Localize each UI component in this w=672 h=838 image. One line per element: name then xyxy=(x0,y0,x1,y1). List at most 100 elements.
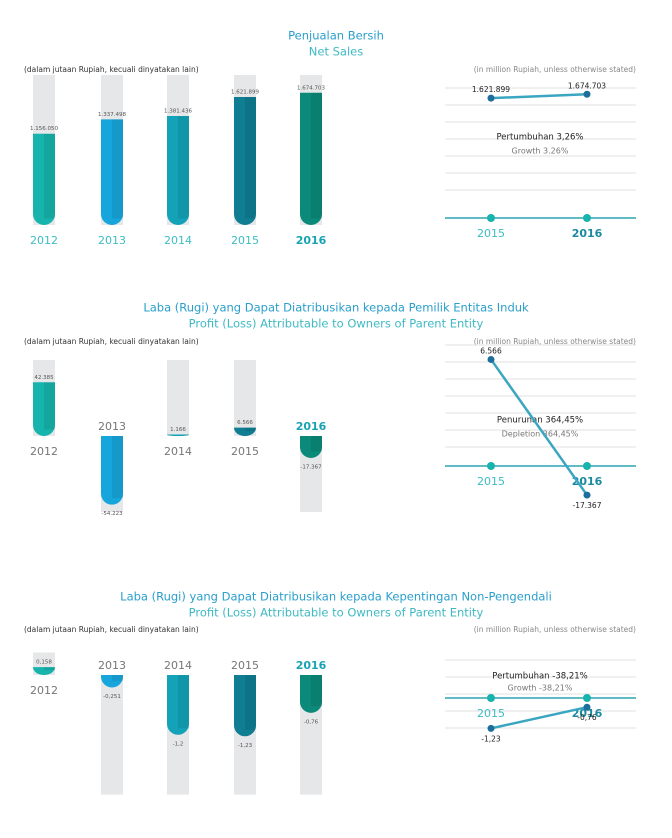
bar-value-label: 1.166 xyxy=(170,427,186,433)
growth-annotation: Penurunan 364,45% xyxy=(497,416,583,426)
bar xyxy=(167,675,189,735)
year-label: 2016 xyxy=(572,707,603,720)
year-label: 2016 xyxy=(296,234,327,247)
year-label: 2015 xyxy=(231,445,259,458)
unit-note: (dalam jutaan Rupiah, kecuali dinyatakan… xyxy=(24,65,199,74)
series-line xyxy=(489,358,589,496)
bar-track xyxy=(167,360,189,436)
year-label: 2014 xyxy=(164,659,192,672)
bar-track xyxy=(234,360,256,436)
baseline-dot xyxy=(487,694,495,702)
growth-annotation: Pertumbuhan 3,26% xyxy=(496,133,583,143)
bar-value-label: 1.674.703 xyxy=(297,85,325,91)
bar-value-label: -1,2 xyxy=(173,741,184,747)
unit-note: (in million Rupiah, unless otherwise sta… xyxy=(474,337,636,346)
bar-value-label: 1.621.899 xyxy=(231,89,259,95)
year-label: 2015 xyxy=(231,234,259,247)
bar xyxy=(167,115,189,225)
growth-annotation: Growth -38,21% xyxy=(508,684,573,693)
chart-title: Laba (Rugi) yang Dapat Diatribusikan kep… xyxy=(143,301,529,315)
bar xyxy=(167,434,189,436)
bar xyxy=(101,436,123,505)
series-line xyxy=(490,705,588,730)
point-value-label: 6.566 xyxy=(480,346,502,355)
series-dot xyxy=(487,355,495,363)
growth-annotation: Growth 3.26% xyxy=(512,147,569,156)
bar xyxy=(33,133,55,225)
bar-value-label: 1.337.498 xyxy=(98,112,126,118)
point-value-label: 1.674.703 xyxy=(568,81,606,90)
bar-shade xyxy=(178,115,189,219)
bar xyxy=(234,675,256,737)
bar-shade xyxy=(178,434,189,436)
bar-value-label: 42.385 xyxy=(34,375,54,381)
bar-shade xyxy=(112,436,123,499)
bar-shade xyxy=(178,675,189,729)
bar-value-label: -17.367 xyxy=(300,464,322,470)
growth-annotation: Depletion 364,45% xyxy=(502,430,579,439)
series-dot xyxy=(583,491,591,499)
baseline-dot xyxy=(487,214,495,222)
bar-shade xyxy=(311,436,322,452)
chart-title: Laba (Rugi) yang Dapat Diatribusikan kep… xyxy=(120,590,552,604)
unit-note: (in million Rupiah, unless otherwise sta… xyxy=(474,65,636,74)
bar xyxy=(300,436,322,458)
baseline-dot xyxy=(583,214,591,222)
point-value-label: 1.621.899 xyxy=(472,85,510,94)
year-label: 2015 xyxy=(477,475,505,488)
year-label: 2016 xyxy=(296,420,327,433)
year-label: 2012 xyxy=(30,234,58,247)
bar-value-label: 1.381.436 xyxy=(164,108,192,114)
year-label: 2016 xyxy=(572,227,603,240)
series-dot xyxy=(487,94,495,102)
unit-note: (dalam jutaan Rupiah, kecuali dinyatakan… xyxy=(24,625,199,634)
year-label: 2014 xyxy=(164,445,192,458)
bar-value-label: -0,251 xyxy=(103,694,121,700)
year-label: 2015 xyxy=(477,227,505,240)
bar-shade xyxy=(245,427,256,432)
year-label: 2015 xyxy=(477,707,505,720)
bar xyxy=(33,667,55,675)
point-value-label: -17.367 xyxy=(573,501,602,510)
bar-shade xyxy=(245,675,256,730)
series-dot xyxy=(583,90,591,98)
baseline-dot xyxy=(583,462,591,470)
bar-shade xyxy=(44,667,55,671)
bar-value-label: 0,158 xyxy=(36,660,52,666)
bar-shade xyxy=(44,382,55,430)
bar xyxy=(101,675,123,688)
bar-shade xyxy=(311,92,322,219)
bar-value-label: -0,76 xyxy=(304,719,319,725)
chart-subtitle: Net Sales xyxy=(309,45,363,59)
bar xyxy=(234,96,256,225)
bar-shade xyxy=(112,119,123,219)
bar xyxy=(300,675,322,713)
baseline-dot xyxy=(487,462,495,470)
bar-value-label: 1.156.050 xyxy=(30,126,58,132)
bar-shade xyxy=(112,675,123,681)
year-label: 2016 xyxy=(296,659,327,672)
series-dot xyxy=(487,724,495,732)
unit-note: (dalam jutaan Rupiah, kecuali dinyatakan… xyxy=(24,337,199,346)
bar-value-label: -54.223 xyxy=(101,511,123,517)
point-value-label: -0,76 xyxy=(577,713,597,722)
bar xyxy=(300,92,322,225)
year-label: 2013 xyxy=(98,420,126,433)
chart-subtitle: Profit (Loss) Attributable to Owners of … xyxy=(189,317,484,331)
bar-value-label: 6.566 xyxy=(237,420,253,426)
year-label: 2012 xyxy=(30,684,58,697)
baseline-dot xyxy=(583,694,591,702)
bar-value-label: -1,23 xyxy=(238,743,253,749)
year-label: 2013 xyxy=(98,234,126,247)
bar-shade xyxy=(245,96,256,219)
chart-title: Penjualan Bersih xyxy=(288,29,384,43)
bar xyxy=(33,382,55,436)
chart-subtitle: Profit (Loss) Attributable to Owners of … xyxy=(189,606,484,620)
point-value-label: -1,23 xyxy=(481,734,501,743)
bar xyxy=(101,119,123,225)
year-label: 2013 xyxy=(98,659,126,672)
bar-shade xyxy=(311,675,322,707)
series-line xyxy=(490,93,588,100)
bar xyxy=(234,427,256,436)
series-dot xyxy=(583,703,591,711)
